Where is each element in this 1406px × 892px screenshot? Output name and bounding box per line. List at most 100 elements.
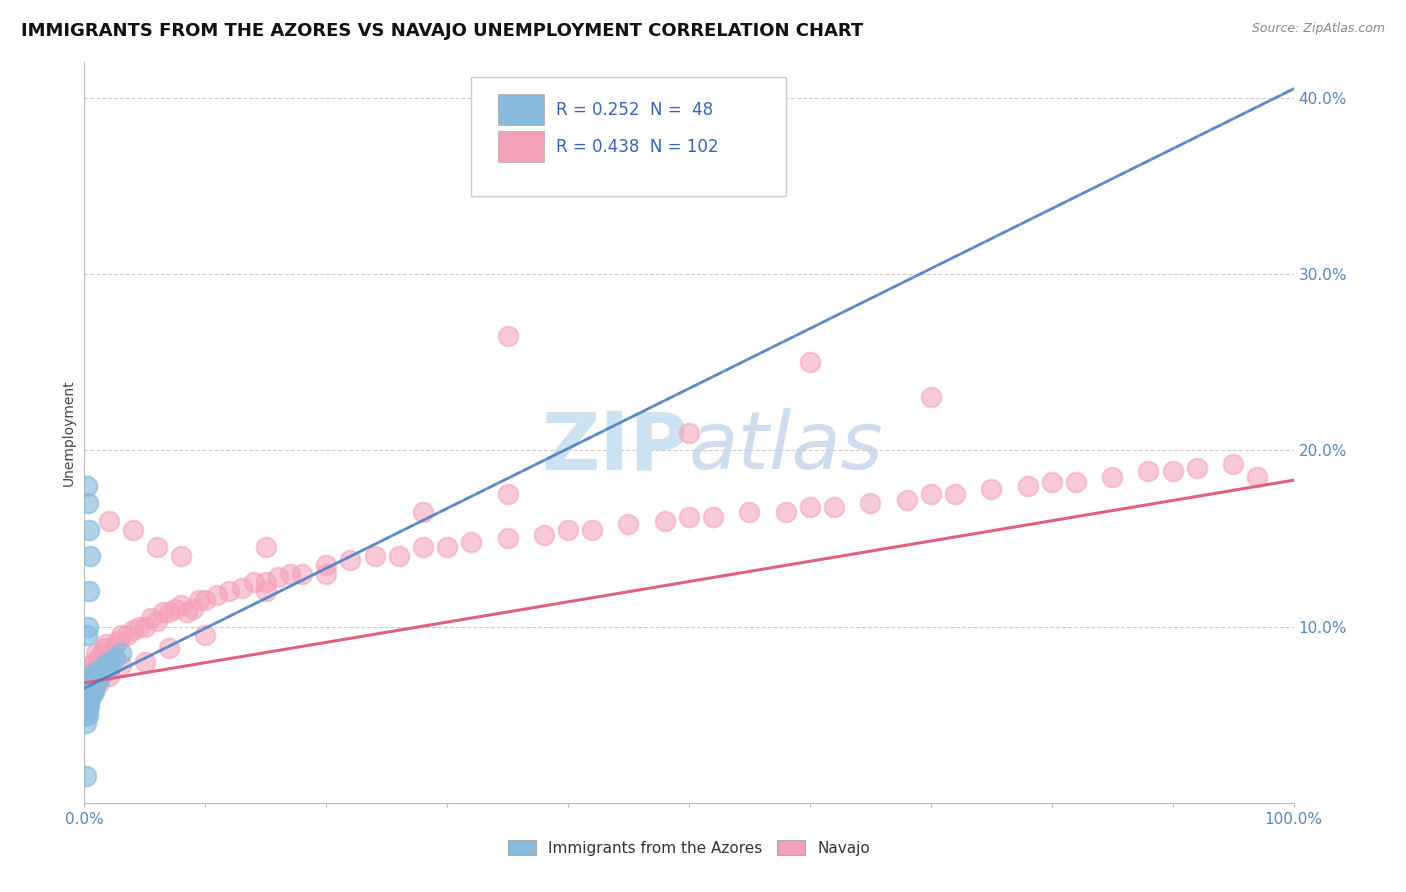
Point bbox=[1137, 464, 1160, 478]
Point bbox=[412, 505, 434, 519]
Point bbox=[79, 681, 101, 696]
Text: atlas: atlas bbox=[689, 409, 884, 486]
Point bbox=[128, 619, 150, 633]
Point bbox=[79, 686, 101, 700]
Point bbox=[107, 633, 129, 648]
Point bbox=[87, 651, 110, 665]
Point bbox=[134, 655, 156, 669]
Text: R = 0.252  N =  48: R = 0.252 N = 48 bbox=[555, 101, 713, 119]
Point bbox=[77, 698, 100, 713]
Point bbox=[77, 681, 100, 696]
Point bbox=[181, 602, 204, 616]
Point bbox=[1017, 478, 1039, 492]
Point bbox=[77, 698, 100, 713]
Point bbox=[315, 558, 337, 572]
Bar bbox=[498, 131, 544, 162]
Point bbox=[86, 658, 108, 673]
Text: Source: ZipAtlas.com: Source: ZipAtlas.com bbox=[1251, 22, 1385, 36]
Point bbox=[77, 681, 100, 696]
Point bbox=[100, 658, 122, 673]
Point bbox=[678, 510, 700, 524]
Point bbox=[104, 637, 127, 651]
Point bbox=[77, 681, 100, 696]
Point bbox=[254, 540, 277, 554]
Point bbox=[533, 528, 555, 542]
Point bbox=[115, 628, 138, 642]
Point bbox=[460, 535, 482, 549]
Point bbox=[82, 669, 104, 683]
Point bbox=[896, 492, 918, 507]
Point bbox=[87, 673, 110, 687]
Point bbox=[83, 673, 105, 687]
Point bbox=[157, 640, 180, 655]
Point bbox=[104, 651, 127, 665]
Point bbox=[77, 619, 100, 633]
Point bbox=[134, 619, 156, 633]
Point bbox=[97, 514, 120, 528]
Point bbox=[77, 523, 100, 537]
Point bbox=[97, 669, 120, 683]
Point bbox=[76, 681, 98, 696]
Point bbox=[82, 676, 104, 690]
Point bbox=[678, 425, 700, 440]
Point bbox=[152, 606, 174, 620]
Point bbox=[89, 655, 111, 669]
Point bbox=[1246, 469, 1268, 483]
Point bbox=[93, 640, 115, 655]
Point bbox=[702, 510, 724, 524]
Point bbox=[110, 646, 132, 660]
Point bbox=[110, 628, 132, 642]
Y-axis label: Unemployment: Unemployment bbox=[62, 379, 76, 486]
Point bbox=[267, 570, 290, 584]
Point bbox=[76, 698, 98, 713]
Point bbox=[83, 685, 105, 699]
Point bbox=[80, 664, 103, 678]
Text: IMMIGRANTS FROM THE AZORES VS NAVAJO UNEMPLOYMENT CORRELATION CHART: IMMIGRANTS FROM THE AZORES VS NAVAJO UNE… bbox=[21, 22, 863, 40]
Point bbox=[146, 614, 169, 628]
Point bbox=[77, 690, 100, 704]
FancyBboxPatch shape bbox=[471, 78, 786, 195]
Point bbox=[77, 693, 100, 707]
Point bbox=[83, 655, 105, 669]
Point bbox=[75, 698, 97, 713]
Point bbox=[100, 646, 122, 660]
Point bbox=[87, 676, 110, 690]
Point bbox=[80, 676, 103, 690]
Legend: Immigrants from the Azores, Navajo: Immigrants from the Azores, Navajo bbox=[502, 834, 876, 862]
Point bbox=[188, 593, 211, 607]
Point bbox=[388, 549, 411, 563]
Point bbox=[146, 540, 169, 554]
Point bbox=[165, 602, 187, 616]
Point bbox=[77, 496, 100, 510]
Point bbox=[76, 478, 98, 492]
Point bbox=[77, 707, 100, 722]
Point bbox=[79, 690, 101, 704]
Point bbox=[86, 646, 108, 660]
Point bbox=[94, 658, 117, 673]
Point bbox=[799, 500, 821, 514]
Bar bbox=[498, 95, 544, 126]
Point bbox=[80, 681, 103, 696]
Point bbox=[83, 681, 105, 696]
Point bbox=[82, 658, 104, 673]
Point bbox=[194, 593, 217, 607]
Point bbox=[84, 676, 107, 690]
Point bbox=[77, 676, 100, 690]
Point bbox=[79, 669, 101, 683]
Point bbox=[920, 487, 942, 501]
Point bbox=[176, 606, 198, 620]
Point bbox=[77, 584, 100, 599]
Point bbox=[157, 606, 180, 620]
Point bbox=[86, 664, 108, 678]
Point bbox=[1161, 464, 1184, 478]
Point bbox=[79, 673, 101, 687]
Point bbox=[76, 628, 98, 642]
Point bbox=[77, 693, 100, 707]
Point bbox=[77, 693, 100, 707]
Text: ZIP: ZIP bbox=[541, 409, 689, 486]
Point bbox=[1101, 469, 1123, 483]
Point bbox=[76, 673, 98, 687]
Point bbox=[1222, 458, 1244, 472]
Point bbox=[75, 707, 97, 722]
Text: R = 0.438  N = 102: R = 0.438 N = 102 bbox=[555, 138, 718, 156]
